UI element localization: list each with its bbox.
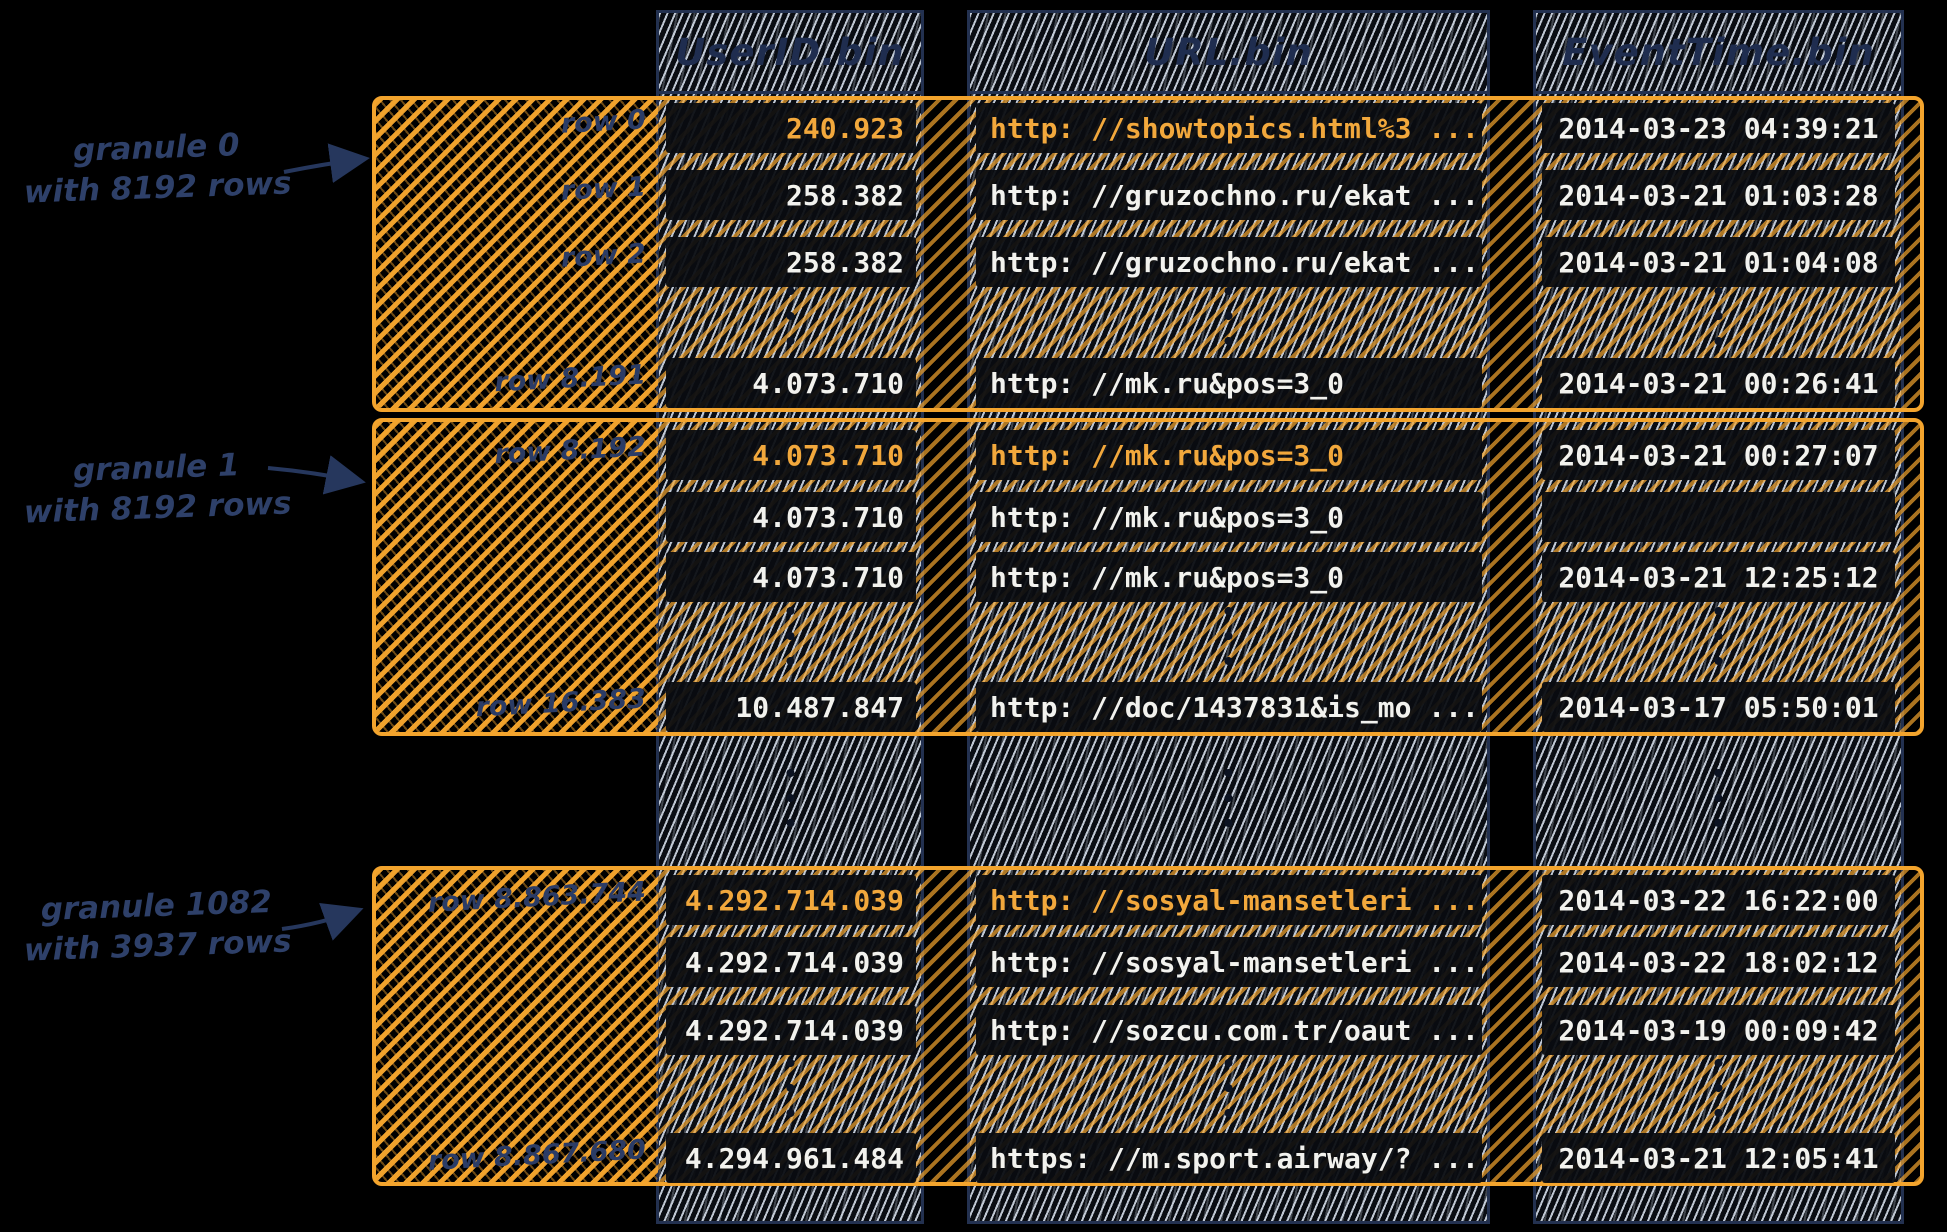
ellipsis-dots [786,766,795,830]
ellipsis-dots [1714,766,1723,830]
ellipsis-dots [1714,1056,1723,1120]
url-cell: http: //mk.ru&pos=3_0 [976,492,1482,542]
column-header-url: URL.bin [970,13,1487,94]
column-header-eventtime: EventTime.bin [1536,13,1901,94]
userid-cell: 4.073.710 [666,430,916,480]
eventtime-cell: 2014-03-21 12:05:41 [1542,1133,1895,1183]
ellipsis-dots [1224,284,1233,348]
url-cell: http: //doc/1437831&is_mo ... [976,682,1482,732]
userid-cell: 258.382 [666,170,916,220]
eventtime-cell: 2014-03-21 00:26:41 [1542,358,1895,408]
userid-cell: 4.073.710 [666,492,916,542]
ellipsis-dots [1714,604,1723,668]
eventtime-cell: 2014-03-22 18:02:12 [1542,937,1895,987]
userid-cell: 240.923 [666,103,916,153]
eventtime-cell: 2014-03-17 05:50:01 [1542,682,1895,732]
ellipsis-dots [786,284,795,348]
userid-cell: 10.487.847 [666,682,916,732]
eventtime-cell: 2014-03-19 00:09:42 [1542,1005,1895,1055]
userid-cell: 258.382 [666,237,916,287]
userid-cell: 4.294.961.484 [666,1133,916,1183]
userid-cell: 4.292.714.039 [666,1005,916,1055]
eventtime-cell: 2014-03-21 12:25:12 [1542,552,1895,602]
url-cell: http: //sozcu.com.tr/oaut ... [976,1005,1482,1055]
ellipsis-dots [1224,1056,1233,1120]
url-cell: http: //mk.ru&pos=3_0 [976,552,1482,602]
eventtime-cell: 2014-03-21 01:03:28 [1542,170,1895,220]
ellipsis-dots [1224,604,1233,668]
ellipsis-dots [786,1056,795,1120]
userid-cell: 4.073.710 [666,358,916,408]
granule-1082-label-zone [376,870,658,1182]
column-header-userid: UserID.bin [659,13,921,94]
url-cell: http: //sosyal-mansetleri ... [976,875,1482,925]
eventtime-cell: 2014-03-23 04:39:21 [1542,103,1895,153]
url-cell: http: //mk.ru&pos=3_0 [976,358,1482,408]
granule-0-label-zone [376,100,658,408]
granule-annotation-1082: granule 1082 with 3937 rows [3,881,312,972]
url-cell: http: //gruzochno.ru/ekat ... [976,170,1482,220]
url-cell: http: //sosyal-mansetleri ... [976,937,1482,987]
eventtime-cell: 2014-03-22 16:22:00 [1542,875,1895,925]
ellipsis-dots [1714,284,1723,348]
ellipsis-dots [786,604,795,668]
url-cell: https: //m.sport.airway/? ... [976,1133,1482,1183]
userid-cell: 4.292.714.039 [666,937,916,987]
url-cell: http: //mk.ru&pos=3_0 [976,430,1482,480]
url-cell: http: //showtopics.html%3 ... [976,103,1482,153]
ellipsis-dots [1224,766,1233,830]
eventtime-cell [1542,492,1895,542]
userid-cell: 4.073.710 [666,552,916,602]
eventtime-cell: 2014-03-21 00:27:07 [1542,430,1895,480]
granule-1-label-zone [376,422,658,732]
url-cell: http: //gruzochno.ru/ekat ... [976,237,1482,287]
granule-annotation-1: granule 1 with 8192 rows [3,443,312,534]
userid-cell: 4.292.714.039 [666,875,916,925]
eventtime-cell: 2014-03-21 01:04:08 [1542,237,1895,287]
granule-annotation-0: granule 0 with 8192 rows [3,123,312,214]
